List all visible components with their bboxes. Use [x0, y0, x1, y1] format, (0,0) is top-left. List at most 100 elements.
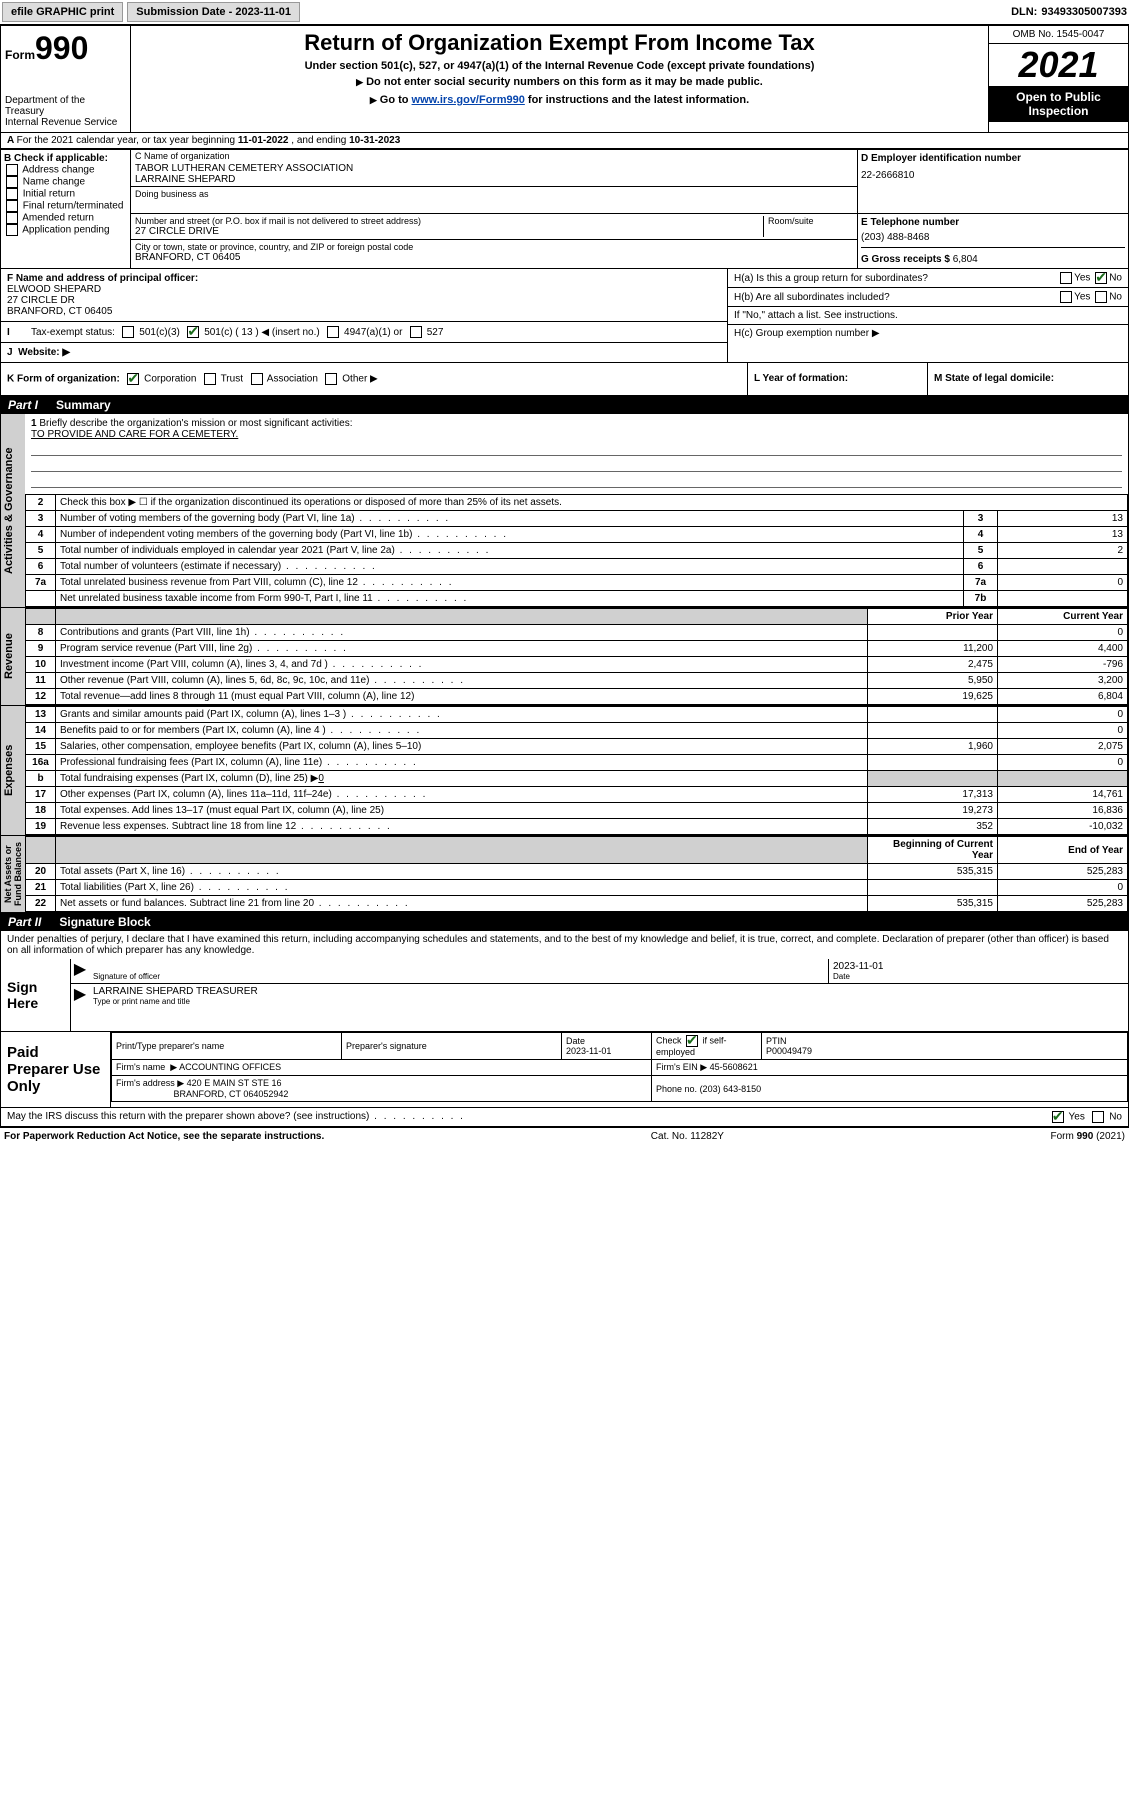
line11: Other revenue (Part VIII, column (A), li… [56, 673, 868, 689]
check-corp[interactable] [127, 373, 139, 385]
line2: Check this box ▶ ☐ if the organization d… [56, 495, 1128, 511]
pp-date: 2023-11-01 [566, 1046, 611, 1056]
paid-preparer-table: Print/Type preparer's name Preparer's si… [111, 1032, 1128, 1102]
c11: 3,200 [998, 673, 1128, 689]
pp-h4: Check [656, 1035, 682, 1045]
line12: Total revenue—add lines 8 through 11 (mu… [56, 689, 868, 705]
j-label: Website: ▶ [18, 347, 70, 358]
firm-name-label: Firm's name [116, 1062, 165, 1072]
subtitle-1: Under section 501(c), 527, or 4947(a)(1)… [139, 60, 980, 72]
c17: 14,761 [998, 787, 1128, 803]
line5: Total number of individuals employed in … [56, 543, 964, 559]
check-initial-return[interactable] [6, 188, 18, 200]
e20: 525,283 [998, 864, 1128, 880]
part2-num: Part II [8, 915, 41, 929]
hb-yes[interactable] [1060, 291, 1072, 303]
firm-addr1: 420 E MAIN ST STE 16 [187, 1078, 282, 1088]
val3: 13 [998, 511, 1128, 527]
check-527[interactable] [410, 326, 422, 338]
val7a: 0 [998, 575, 1128, 591]
check-self-employed[interactable] [686, 1035, 698, 1047]
may-yes[interactable] [1052, 1111, 1064, 1123]
b-item-5: Application pending [22, 225, 109, 236]
firm-name: ACCOUNTING OFFICES [179, 1062, 281, 1072]
ha-no[interactable] [1095, 272, 1107, 284]
may-no[interactable] [1092, 1111, 1104, 1123]
check-501c3[interactable] [122, 326, 134, 338]
ha-yes[interactable] [1060, 272, 1072, 284]
submission-date-button[interactable]: Submission Date - 2023-11-01 [127, 2, 300, 22]
val7b [998, 591, 1128, 607]
paid-preparer-section: Paid Preparer Use Only Print/Type prepar… [0, 1032, 1129, 1108]
check-app-pending[interactable] [6, 224, 18, 236]
line6: Total number of volunteers (estimate if … [56, 559, 964, 575]
m-label: M State of legal domicile: [934, 373, 1054, 384]
paid-preparer-label: Paid Preparer Use Only [1, 1032, 111, 1107]
section-c-wrap: C Name of organization TABOR LUTHERAN CE… [131, 150, 1128, 268]
check-501c[interactable] [187, 326, 199, 338]
goto-suffix: for instructions and the latest informat… [525, 94, 749, 106]
check-name-change[interactable] [6, 176, 18, 188]
irs-link[interactable]: www.irs.gov/Form990 [412, 94, 525, 106]
omb-number: OMB No. 1545-0047 [989, 26, 1128, 44]
check-address-change[interactable] [6, 164, 18, 176]
b22: 535,315 [868, 896, 998, 912]
tax-year: 2021 [989, 44, 1128, 86]
line21: Total liabilities (Part X, line 26) [56, 880, 868, 896]
p11: 5,950 [868, 673, 998, 689]
b-item-1: Name change [23, 177, 85, 188]
prior-year-hdr: Prior Year [868, 609, 998, 625]
line16b: Total fundraising expenses (Part IX, col… [60, 773, 318, 784]
return-title: Return of Organization Exempt From Incom… [139, 30, 980, 56]
officer-addr1: 27 CIRCLE DR [7, 295, 721, 306]
p16b [868, 771, 998, 787]
sig-officer-label: Signature of officer [93, 972, 824, 981]
check-amended[interactable] [6, 212, 18, 224]
h-c: H(c) Group exemption number ▶ [728, 325, 1128, 342]
check-4947[interactable] [327, 326, 339, 338]
footer: For Paperwork Reduction Act Notice, see … [0, 1127, 1129, 1145]
open-inspection: Open to Public Inspection [989, 86, 1128, 122]
dba-label: Doing business as [131, 186, 857, 200]
p12: 19,625 [868, 689, 998, 705]
b-item-4: Amended return [22, 213, 94, 224]
vtab-net-assets: Net Assets or Fund Balances [1, 836, 25, 912]
hb-text: H(b) Are all subordinates included? [734, 292, 890, 303]
sections-k-l-m: K Form of organization: Corporation Trus… [0, 363, 1129, 396]
part1-num: Part I [8, 398, 38, 412]
section-j: J Website: ▶ [1, 343, 727, 362]
gross-receipts: 6,804 [953, 254, 978, 265]
p10: 2,475 [868, 657, 998, 673]
addr-label: Number and street (or P.O. box if mail i… [135, 216, 763, 226]
hb-no[interactable] [1095, 291, 1107, 303]
sig-name-label: Type or print name and title [93, 997, 1124, 1006]
foot-left: For Paperwork Reduction Act Notice, see … [4, 1131, 324, 1142]
p17: 17,313 [868, 787, 998, 803]
subtitle-2: Do not enter social security numbers on … [139, 76, 980, 88]
b-item-0: Address change [22, 165, 94, 176]
efile-print-button[interactable]: efile GRAPHIC print [2, 2, 123, 22]
check-trust[interactable] [204, 373, 216, 385]
check-final-return[interactable] [6, 200, 18, 212]
ein-value: 22-2666810 [861, 164, 1125, 187]
check-assoc[interactable] [251, 373, 263, 385]
line7a: Total unrelated business revenue from Pa… [56, 575, 964, 591]
line14: Benefits paid to or for members (Part IX… [56, 723, 868, 739]
section-b: B Check if applicable: Address change Na… [1, 150, 131, 268]
officer-addr2: BRANFORD, CT 06405 [7, 306, 721, 317]
a-end: 10-31-2023 [349, 135, 400, 146]
a-text: For the 2021 calendar year, or tax year … [17, 135, 238, 146]
org-name: TABOR LUTHERAN CEMETERY ASSOCIATION LARR… [131, 162, 857, 186]
expenses-table: 13Grants and similar amounts paid (Part … [25, 706, 1128, 835]
c19: -10,032 [998, 819, 1128, 835]
pp-h2: Preparer's signature [342, 1033, 562, 1060]
i-o4: 527 [427, 327, 444, 338]
part2-title: Signature Block [59, 915, 150, 929]
k-o1: Corporation [144, 374, 196, 385]
sections-f-through-j: F Name and address of principal officer:… [0, 269, 1129, 363]
firm-addr-label: Firm's address ▶ [116, 1078, 184, 1088]
c12: 6,804 [998, 689, 1128, 705]
foot-mid: Cat. No. 11282Y [651, 1131, 724, 1142]
dln-value: 93493305007393 [1041, 6, 1127, 18]
check-other[interactable] [325, 373, 337, 385]
